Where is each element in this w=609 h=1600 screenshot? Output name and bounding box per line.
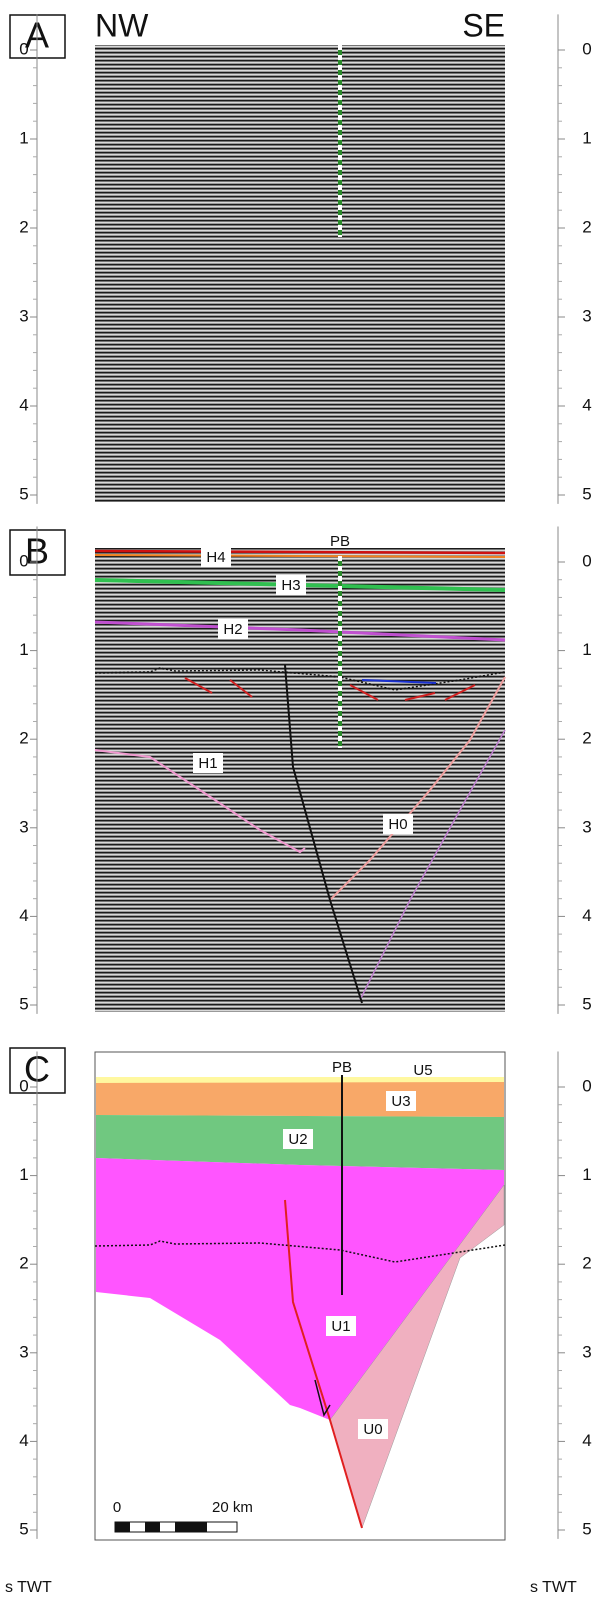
annotation: U0 — [363, 1421, 382, 1438]
tick-label: 0 — [19, 39, 28, 58]
tick-label: 0 — [19, 1076, 28, 1095]
annotation: H0 — [388, 816, 407, 833]
tick-label: 3 — [582, 306, 591, 325]
tick-label: 1 — [582, 1165, 591, 1184]
tick-label: 3 — [19, 817, 28, 836]
onlap-arrows — [184, 677, 476, 701]
tick-label: 4 — [19, 1431, 28, 1450]
annotation: U1 — [331, 1318, 350, 1335]
horizon-h4 — [94, 549, 506, 555]
horizon-h4 — [94, 554, 506, 558]
tick-label: 1 — [19, 128, 28, 147]
annotation: U2 — [288, 1131, 307, 1148]
tick-label: 5 — [19, 1519, 28, 1538]
tick-label: 3 — [19, 306, 28, 325]
tick-label: 2 — [582, 729, 591, 748]
annotation: H2 — [223, 621, 242, 638]
tick-label: 2 — [19, 1254, 28, 1273]
tick-label: 5 — [582, 994, 591, 1013]
annotation: H1 — [198, 755, 217, 772]
direction-label: SE — [462, 7, 505, 43]
scale-label: 20 km — [212, 1499, 253, 1516]
tick-label: 0 — [19, 551, 28, 570]
label-box — [326, 1316, 356, 1336]
label-box — [283, 1129, 313, 1149]
label-box — [218, 619, 248, 639]
panel-c: C PB U5 U3 U2 U1 U0 0 20 km — [9, 1047, 506, 1541]
tick-label: 0 — [582, 1076, 591, 1095]
seismic-image — [95, 45, 505, 502]
unit-u1 — [96, 1158, 504, 1420]
horizon-h0-base — [359, 729, 506, 1001]
tick-label: 4 — [582, 395, 591, 414]
unit-u5 — [96, 1077, 504, 1083]
tick-label: 0 — [582, 39, 591, 58]
fault-arrow — [314, 1379, 331, 1417]
tick-label: 0 — [582, 551, 591, 570]
annotation: H3 — [281, 577, 300, 594]
tick-label: 5 — [19, 994, 28, 1013]
tick-label: 4 — [582, 906, 591, 925]
horizon-h2 — [94, 620, 506, 642]
tick-label: 1 — [19, 640, 28, 659]
tick-label: 2 — [582, 1254, 591, 1273]
axis-unit: s TWT — [5, 1579, 52, 1596]
fault — [284, 1199, 363, 1529]
tick-label: 5 — [582, 484, 591, 503]
seismic-image — [95, 548, 505, 1012]
horizon-h1 — [94, 749, 306, 854]
label-box — [201, 547, 231, 567]
tick-label: 2 — [19, 729, 28, 748]
fault — [284, 664, 363, 1004]
tick-label: 1 — [582, 128, 591, 147]
tick-label: 5 — [19, 484, 28, 503]
label-box — [276, 575, 306, 595]
tick-label: 1 — [19, 1165, 28, 1184]
panel-a: A NW SE — [9, 7, 505, 502]
tick-label: 3 — [582, 817, 591, 836]
axis-unit: s TWT — [530, 1579, 577, 1596]
label-box — [386, 1091, 416, 1111]
tick-label: 1 — [582, 640, 591, 659]
unit-u3 — [96, 1082, 504, 1117]
tick-label: 3 — [19, 1342, 28, 1361]
annotation: PB — [330, 533, 350, 550]
label-box — [193, 753, 223, 773]
scale-bar — [114, 1521, 238, 1533]
extent-arrow — [361, 679, 437, 684]
tick-label: 4 — [19, 906, 28, 925]
tick-label: 2 — [582, 217, 591, 236]
tick-label: 4 — [19, 395, 28, 414]
label-box — [358, 1419, 388, 1439]
annotation: H4 — [206, 549, 225, 566]
direction-label: NW — [95, 7, 149, 43]
label-box — [383, 814, 413, 834]
annotation: U5 — [413, 1062, 432, 1079]
annotation: PB — [332, 1059, 352, 1076]
tick-label: 4 — [582, 1431, 591, 1450]
scale-label: 0 — [113, 1499, 121, 1516]
panel-b: B PB H4 H3 H2 H1 H0 — [9, 529, 506, 1012]
tick-label: 3 — [582, 1342, 591, 1361]
tick-label: 2 — [19, 217, 28, 236]
horizon-h0 — [329, 676, 506, 901]
tick-label: 5 — [582, 1519, 591, 1538]
annotation: U3 — [391, 1093, 410, 1110]
